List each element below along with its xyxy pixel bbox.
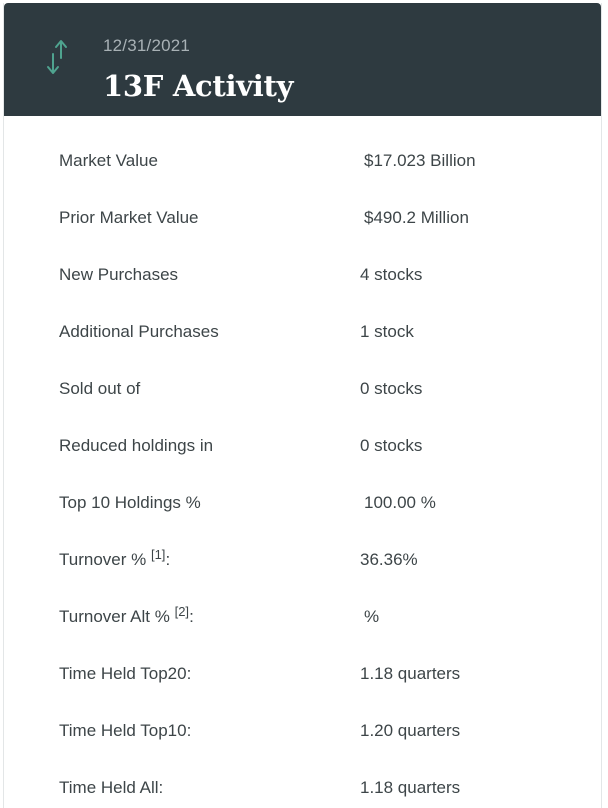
card-header: 12/31/2021 13F Activity bbox=[4, 3, 601, 116]
stat-label: Time Held Top10: bbox=[59, 721, 192, 740]
stat-row-reduced-holdings: Reduced holdings in 0 stocks bbox=[4, 436, 601, 493]
stat-value: 1.18 quarters bbox=[360, 778, 461, 797]
stat-label: New Purchases bbox=[59, 265, 179, 284]
stat-label-text: Turnover % bbox=[59, 550, 147, 569]
stat-row-top10-holdings: Top 10 Holdings % 100.00 % bbox=[4, 493, 601, 550]
stat-value: 1.18 quarters bbox=[360, 664, 461, 683]
stat-label-text: Turnover Alt % bbox=[59, 607, 170, 626]
stat-row-turnover: Turnover % [1]: 36.36% bbox=[4, 547, 601, 607]
stat-label: Turnover Alt % [2]: bbox=[59, 604, 194, 627]
stat-label: Turnover % [1]: bbox=[59, 547, 171, 570]
footnote-link[interactable]: [1] bbox=[150, 547, 166, 562]
stat-value: 4 stocks bbox=[360, 265, 423, 284]
stat-row-turnover-alt: Turnover Alt % [2]: % bbox=[4, 604, 601, 664]
activity-card: 12/31/2021 13F Activity Market Value $17… bbox=[3, 3, 602, 808]
stat-row-time-held-top10: Time Held Top10: 1.20 quarters bbox=[4, 721, 601, 778]
stat-label-suffix: : bbox=[189, 607, 194, 626]
card-title: 13F Activity bbox=[103, 69, 294, 103]
stat-label: Time Held Top20: bbox=[59, 664, 192, 683]
stat-value: 100.00 % bbox=[364, 493, 436, 512]
stat-label-suffix: : bbox=[165, 550, 171, 569]
stat-value: $490.2 Million bbox=[364, 208, 469, 227]
stat-row-time-held-top20: Time Held Top20: 1.18 quarters bbox=[4, 664, 601, 721]
stat-value: $17.023 Billion bbox=[364, 151, 476, 170]
stat-label: Top 10 Holdings % bbox=[59, 493, 201, 512]
stat-value: 36.36% bbox=[360, 550, 418, 569]
stat-label: Sold out of bbox=[59, 379, 141, 398]
stat-value: 1.20 quarters bbox=[360, 721, 461, 740]
stat-label: Prior Market Value bbox=[59, 208, 199, 227]
stat-row-market-value: Market Value $17.023 Billion bbox=[4, 151, 601, 208]
stat-row-additional-purchases: Additional Purchases 1 stock bbox=[4, 322, 601, 379]
stat-row-sold-out-of: Sold out of 0 stocks bbox=[4, 379, 601, 436]
report-date: 12/31/2021 bbox=[103, 36, 191, 55]
stat-row-prior-market-value: Prior Market Value $490.2 Million bbox=[4, 208, 601, 265]
stat-label: Additional Purchases bbox=[59, 322, 219, 341]
stat-value: 0 stocks bbox=[360, 379, 423, 398]
stat-label: Market Value bbox=[59, 151, 158, 170]
stat-row-new-purchases: New Purchases 4 stocks bbox=[4, 265, 601, 322]
stat-label: Time Held All: bbox=[59, 778, 164, 797]
stat-value: 0 stocks bbox=[360, 436, 423, 455]
stat-row-time-held-all: Time Held All: 1.18 quarters bbox=[4, 778, 601, 808]
stat-value: 1 stock bbox=[360, 322, 414, 341]
footnote-link[interactable]: [2] bbox=[174, 604, 190, 619]
up-down-arrows-icon bbox=[42, 36, 72, 78]
stat-label: Reduced holdings in bbox=[59, 436, 214, 455]
stat-value: % bbox=[364, 607, 380, 626]
